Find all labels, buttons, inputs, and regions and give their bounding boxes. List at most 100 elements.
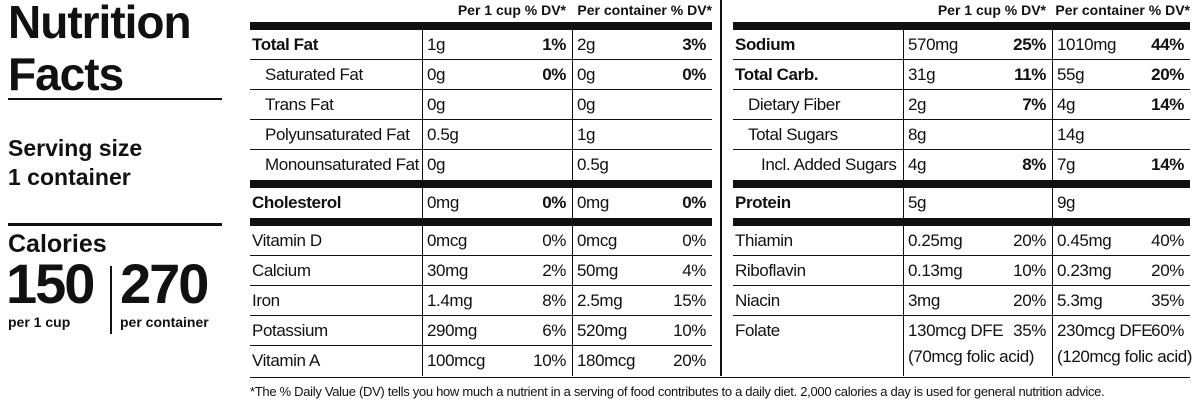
col-rule (572, 30, 573, 60)
nutrient: Monounsaturated Fat (265, 155, 419, 174)
calories-value: 150 (6, 252, 95, 315)
col-rule (903, 150, 904, 180)
amount: 0.25mg (908, 231, 963, 250)
amount: 130mcg DFE (908, 321, 1004, 340)
thick-rule (733, 22, 1190, 30)
amount: 8g (908, 125, 927, 144)
daily-value: 4% (682, 261, 706, 280)
amount: 50mg (577, 261, 618, 280)
amount: 4g (908, 155, 927, 174)
amount: 290mg (427, 321, 477, 340)
daily-value: 20% (673, 351, 706, 370)
calories-basis: per 1 cup (8, 314, 71, 330)
daily-value: 20% (1151, 261, 1184, 280)
col-rule (572, 150, 573, 180)
col-rule (572, 60, 573, 90)
col-rule (1052, 188, 1053, 218)
daily-value: 1% (542, 35, 566, 54)
title: Nutrition (8, 0, 192, 48)
col-rule (572, 346, 573, 376)
amount: 0.5g (427, 125, 459, 144)
amount: 0.23mg (1057, 261, 1112, 280)
amount: 4g (1057, 95, 1076, 114)
daily-value: 20% (1151, 65, 1184, 84)
daily-value: 0% (542, 193, 566, 212)
nutrient: Vitamin A (252, 351, 320, 370)
amount-note: (120mcg folic acid) (1057, 347, 1193, 366)
col-rule (422, 188, 423, 218)
amount: 2.5mg (577, 291, 623, 310)
row-rule (250, 149, 712, 150)
col-rule (422, 90, 423, 120)
col-rule (1052, 226, 1053, 256)
nutrient: Sodium (735, 35, 795, 54)
col-rule (572, 316, 573, 346)
daily-value: 0% (682, 65, 706, 84)
col-rule (903, 120, 904, 150)
amount: 180mcg (577, 351, 636, 370)
col-rule (903, 226, 904, 256)
amount: 5.3mg (1057, 291, 1103, 310)
daily-value: 6% (542, 321, 566, 340)
amount: 0g (427, 65, 446, 84)
nutrient: Iron (252, 291, 280, 310)
daily-value: 3% (682, 35, 706, 54)
col-rule (1052, 30, 1053, 60)
footnote: *The % Daily Value (DV) tells you how mu… (250, 384, 1105, 399)
amount: 2g (908, 95, 927, 114)
amount-note: (70mcg folic acid) (908, 347, 1035, 366)
amount: 520mg (577, 321, 627, 340)
nutrient: Dietary Fiber (748, 95, 841, 114)
amount: 1010mg (1057, 35, 1117, 54)
thick-rule (250, 180, 712, 188)
nutrient: Thiamin (735, 231, 793, 250)
daily-value: 20% (1013, 291, 1046, 310)
amount: 1g (427, 35, 446, 54)
row-rule (250, 345, 712, 346)
col-rule (422, 30, 423, 60)
thick-rule (250, 218, 712, 226)
col-rule (422, 60, 423, 90)
col-rule (1052, 286, 1053, 316)
col-rule (572, 286, 573, 316)
calories-label: Calories (8, 230, 107, 258)
nutrient: Niacin (735, 291, 780, 310)
col-rule (903, 286, 904, 316)
nutrient: Total Fat (252, 35, 318, 54)
row-rule (250, 119, 712, 120)
col-rule (1052, 256, 1053, 286)
amount: 0g (427, 95, 446, 114)
col-rule (903, 256, 904, 286)
row-rule (250, 255, 712, 256)
thick-rule (733, 180, 1190, 188)
amount: 570mg (908, 35, 958, 54)
daily-value: 40% (1151, 231, 1184, 250)
daily-value: 11% (1014, 65, 1046, 84)
col-rule (422, 150, 423, 180)
row-rule (733, 255, 1190, 256)
daily-value: 0% (542, 65, 566, 84)
row-rule (733, 149, 1190, 150)
nutrient: Calcium (252, 261, 311, 280)
nutrient: Total Sugars (748, 125, 838, 144)
col-rule (1052, 90, 1053, 120)
amount: 0g (577, 65, 596, 84)
amount: 0g (427, 155, 446, 174)
serving-label: Serving size (8, 135, 143, 161)
col-rule (422, 256, 423, 286)
daily-value: 2% (542, 261, 566, 280)
nutrient: Trans Fat (265, 95, 334, 114)
column-header: Per 1 cup % DV* (937, 2, 1046, 18)
col-rule (903, 90, 904, 120)
daily-value: 35% (1013, 321, 1046, 340)
amount: 100mcg (427, 351, 486, 370)
amount: 1g (577, 125, 596, 144)
col-rule (572, 188, 573, 218)
amount: 0g (577, 95, 596, 114)
daily-value: 44% (1151, 35, 1184, 54)
amount: 0mcg (577, 231, 617, 250)
nutrient: Vitamin D (252, 231, 322, 250)
row-rule (250, 285, 712, 286)
col-rule (422, 226, 423, 256)
